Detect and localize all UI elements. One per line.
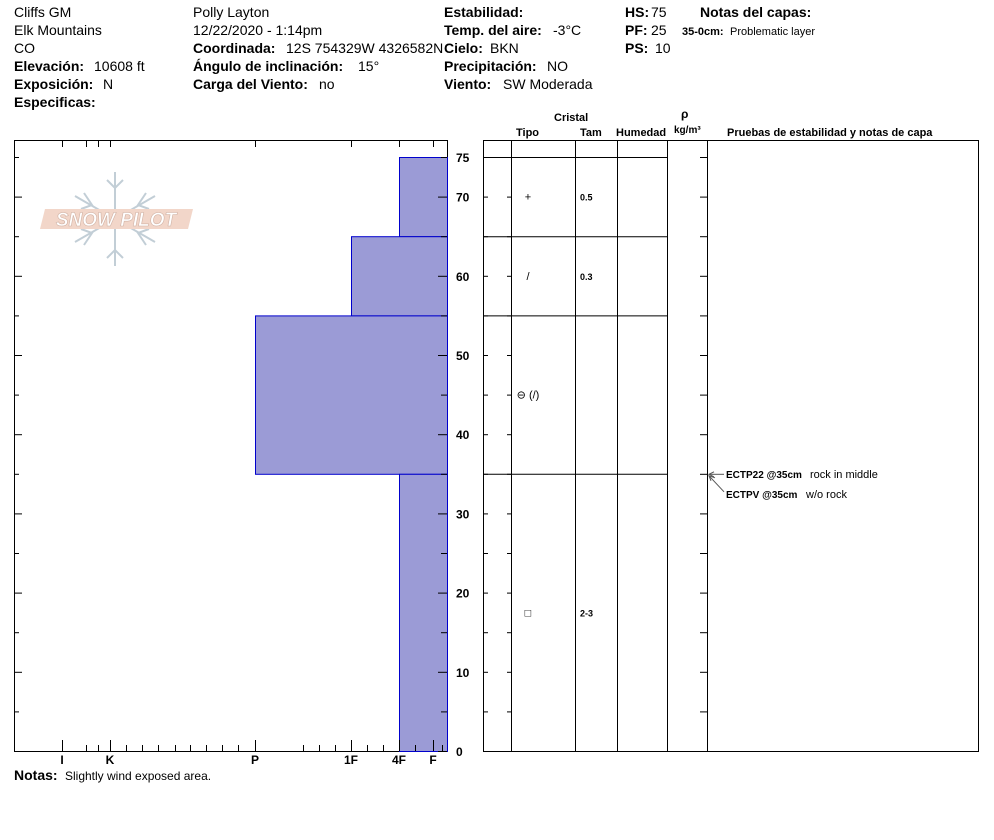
grain-size-value: 0.5 [580,193,593,203]
elevation-value: 10608 ft [94,58,145,74]
wind-loading-value: no [319,76,335,92]
grain-type-symbol: + [525,192,531,204]
pf-value: 25 [651,22,667,38]
pf-label: PF: [625,22,648,38]
depth-tick-label: 10 [456,666,470,680]
hardness-tick-label: F [429,753,436,767]
arrow-icon [707,471,715,478]
slope-angle-value: 15° [358,58,380,74]
grain-type-symbol: / [526,271,530,283]
observation-datetime: 12/22/2020 - 1:14pm [193,22,323,38]
ps-value: 10 [655,40,671,56]
layer-notes-title: Notas del capas: [700,4,812,20]
layer-note-text: Problematic layer [730,26,815,38]
grain-size-value: 2-3 [580,608,593,618]
hardness-tick-label: I [60,753,63,767]
stability-label: Estabilidad: [444,4,524,20]
wind-value: SW Moderada [503,76,593,92]
coordinate-label: Coordinada: [193,40,276,56]
depth-tick-label: 50 [456,349,470,363]
depth-tick-label: 40 [456,428,470,442]
hardness-tick-label: 1F [344,753,358,767]
crystal-header: Cristal [554,112,589,124]
hardness-plot: I K P 1F 4F F 0 10 20 30 40 50 60 70 75 [14,140,470,767]
air-temp-label: Temp. del aire: [444,22,542,38]
depth-tick-label: 75 [456,151,470,165]
elevation-label: Elevación: [14,58,85,74]
snowpilot-logo: SNOW PILOT [40,172,193,266]
grain-size-value: 0.3 [580,272,593,282]
test-note: rock in middle [810,469,878,481]
hardness-layer-bar [399,473,448,752]
grain-type-header: Tipo [516,127,540,139]
hardness-layer-bar [255,315,448,475]
hardness-tick-label: 4F [392,753,406,767]
grain-size-header: Tam [580,127,602,139]
aspect-label: Exposición: [14,76,94,92]
location-name: Cliffs GM [14,4,72,20]
arrow-icon [708,474,716,481]
specifics-label: Especificas: [14,94,96,110]
observer-name: Polly Layton [193,4,270,20]
depth-tick-label: 60 [456,270,470,284]
test-code: ECTP22 @35cm [726,470,802,481]
aspect-value: N [103,76,114,92]
notes-label: Notas: [14,767,58,783]
test-note: w/o rock [805,489,847,501]
density-symbol: ρ [681,107,689,121]
depth-tick-label: 30 [456,507,470,521]
stability-tests-header: Pruebas de estabilidad y notas de capa [727,127,933,139]
hs-value: 75 [651,4,667,20]
notes-text: Slightly wind exposed area. [65,769,212,783]
air-temp-value: -3°C [553,22,582,38]
depth-tick-label: 0 [456,745,463,759]
coordinate-value: 12S 754329W 4326582N [286,40,444,56]
sky-value: BKN [490,40,519,56]
test-code: ECTPV @35cm [726,490,798,501]
density-unit: kg/m³ [674,125,701,136]
slope-angle-label: Ángulo de inclinación: [193,58,344,74]
wind-loading-label: Carga del Viento: [193,76,308,92]
hs-label: HS: [625,4,650,20]
layer-table: +0.5 / 0.3 ⊖ (/) □ 2-3 ECTP22 @35cm rock in mi… [483,140,979,752]
hardness-tick-label: K [106,753,115,767]
grain-type-symbol: ⊖ (/) [517,390,540,402]
precipitation-label: Precipitación: [444,58,537,74]
mountain-range: Elk Mountains [14,22,102,38]
hardness-layer-bar [351,236,448,317]
ps-label: PS: [625,40,649,56]
grain-type-symbol: □ [525,607,532,619]
test-leader-line [708,475,725,493]
layer-note-depth: 35-0cm: [682,26,724,38]
logo-text: SNOW PILOT [56,210,178,231]
depth-tick-label: 70 [456,191,470,205]
moisture-header: Humedad [616,127,667,139]
sky-label: Cielo: [444,40,483,56]
wind-label: Viento: [444,76,492,92]
state: CO [14,40,35,56]
precipitation-value: NO [547,58,568,74]
depth-tick-label: 20 [456,587,470,601]
hardness-tick-label: P [251,753,259,767]
